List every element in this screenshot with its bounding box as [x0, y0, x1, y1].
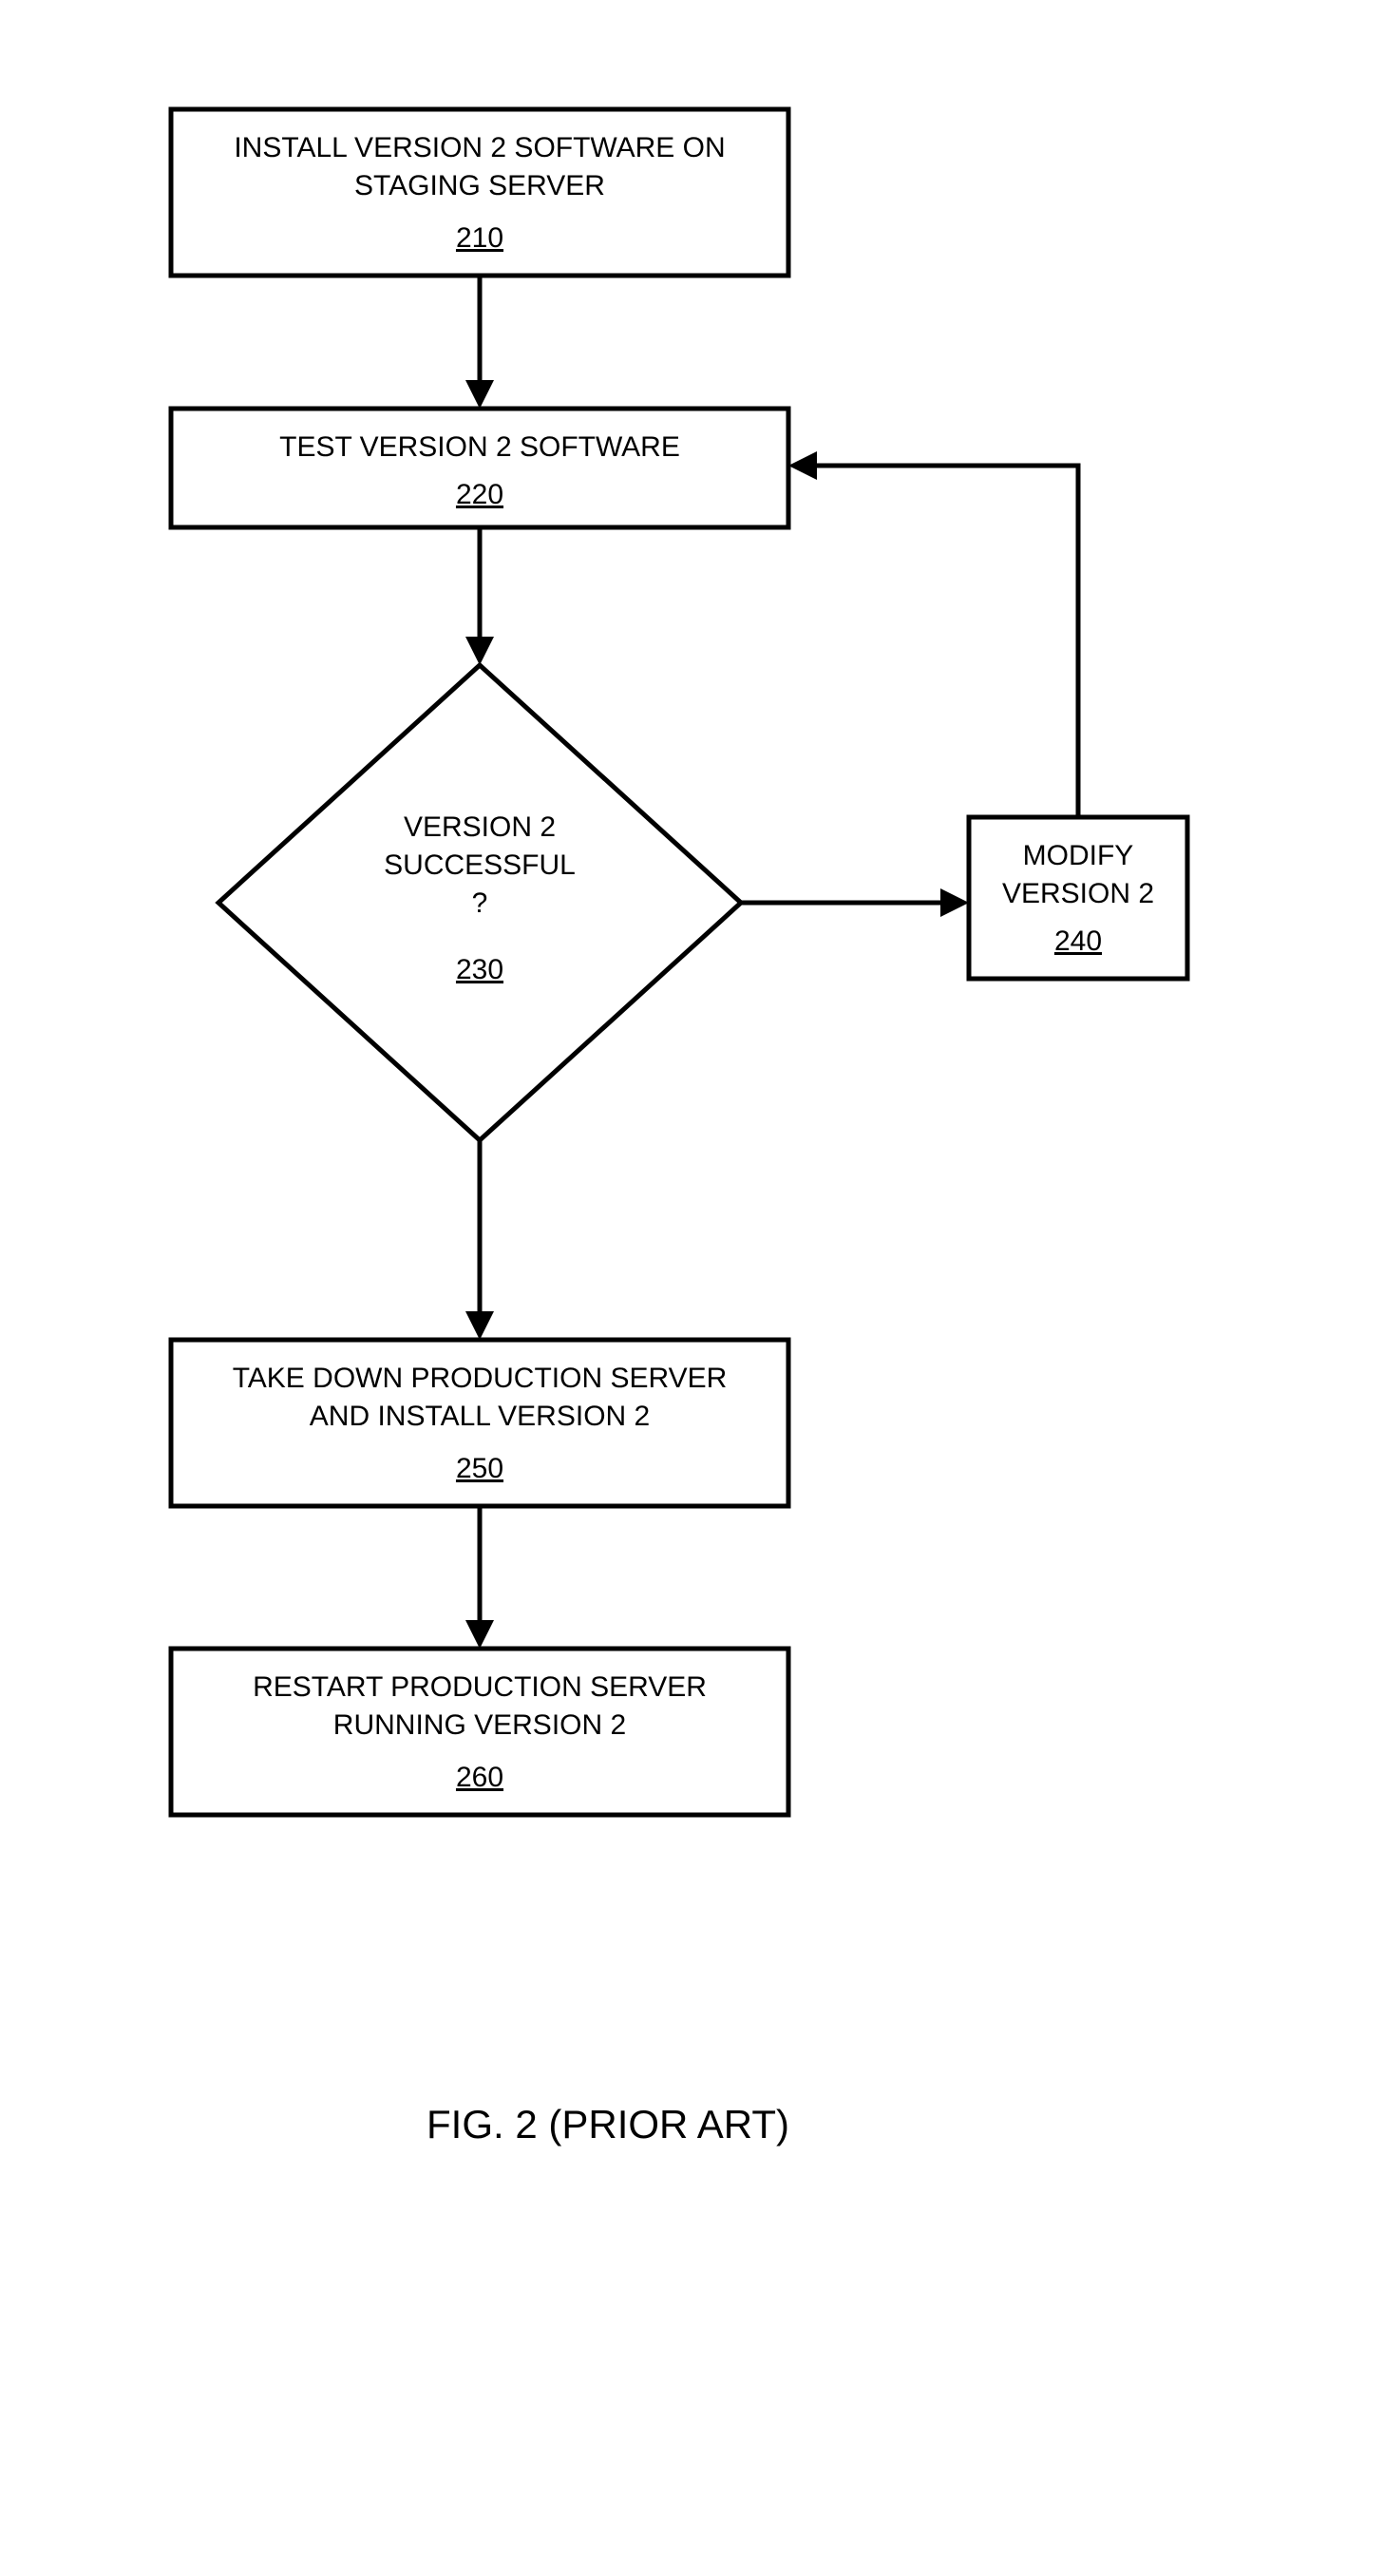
node-230-line3: ?	[472, 887, 488, 919]
node-250-line2: AND INSTALL VERSION 2	[310, 1401, 650, 1432]
figure-caption: FIG. 2 (PRIOR ART)	[427, 2102, 789, 2147]
node-250-line1: TAKE DOWN PRODUCTION SERVER	[233, 1363, 728, 1394]
node-250-ref: 250	[456, 1453, 503, 1484]
edge-250-260	[465, 1506, 494, 1649]
edge-230-240	[741, 888, 969, 917]
node-260: RESTART PRODUCTION SERVER RUNNING VERSIO…	[171, 1649, 788, 1815]
node-260-line1: RESTART PRODUCTION SERVER	[253, 1671, 707, 1703]
node-260-line2: RUNNING VERSION 2	[333, 1709, 626, 1741]
node-240-line2: VERSION 2	[1002, 878, 1154, 909]
edge-220-230	[465, 527, 494, 665]
node-240-ref: 240	[1054, 925, 1102, 957]
node-230-ref: 230	[456, 954, 503, 985]
node-230: VERSION 2 SUCCESSFUL ? 230	[218, 665, 741, 1140]
edge-210-220	[465, 276, 494, 409]
node-220: TEST VERSION 2 SOFTWARE 220	[171, 409, 788, 527]
node-260-ref: 260	[456, 1762, 503, 1793]
node-220-line1: TEST VERSION 2 SOFTWARE	[279, 431, 680, 463]
edge-230-250	[465, 1140, 494, 1340]
node-240: MODIFY VERSION 2 240	[969, 817, 1187, 979]
flowchart-figure: INSTALL VERSION 2 SOFTWARE ON STAGING SE…	[0, 0, 1384, 2576]
node-210-ref: 210	[456, 222, 503, 254]
node-240-line1: MODIFY	[1023, 840, 1134, 871]
node-220-ref: 220	[456, 479, 503, 510]
edge-240-220	[788, 451, 1078, 817]
node-210-line2: STAGING SERVER	[354, 170, 605, 201]
node-230-line2: SUCCESSFUL	[384, 849, 576, 881]
node-230-line1: VERSION 2	[404, 811, 556, 843]
node-210: INSTALL VERSION 2 SOFTWARE ON STAGING SE…	[171, 109, 788, 276]
node-250: TAKE DOWN PRODUCTION SERVER AND INSTALL …	[171, 1340, 788, 1506]
node-210-line1: INSTALL VERSION 2 SOFTWARE ON	[234, 132, 725, 163]
